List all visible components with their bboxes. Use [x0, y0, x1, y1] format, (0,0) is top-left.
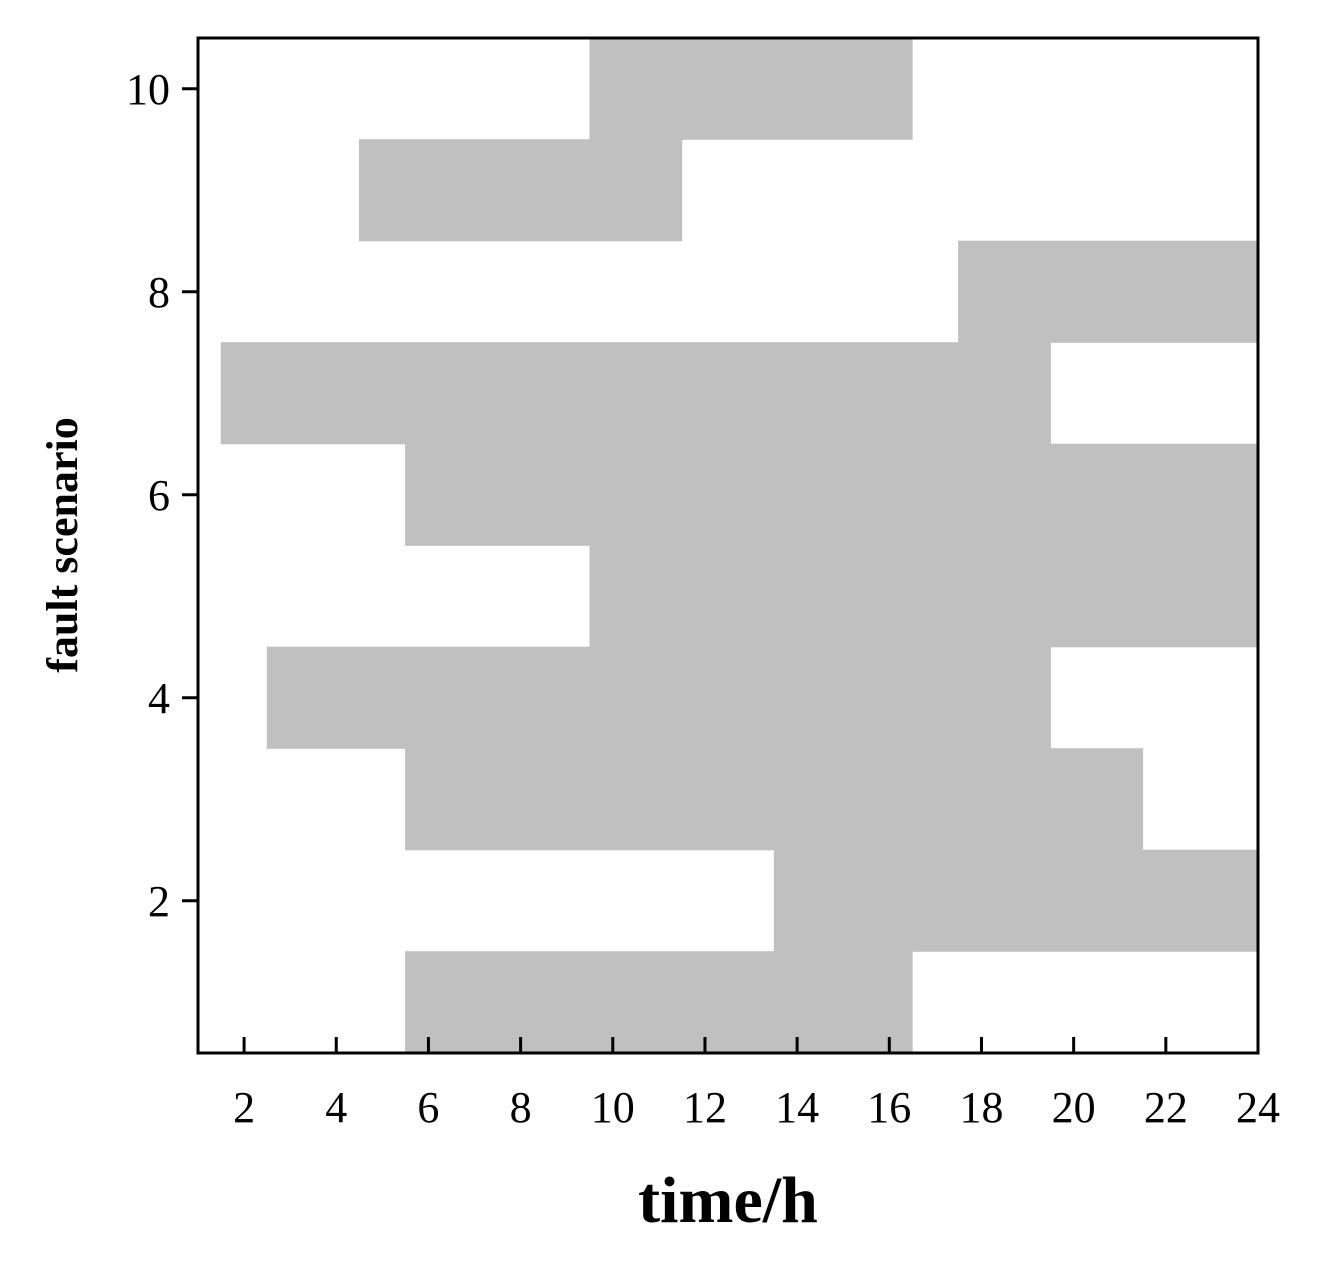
x-tick-label: 2 [233, 1083, 255, 1132]
y-tick-label: 4 [148, 674, 170, 723]
y-tick-label: 2 [148, 877, 170, 926]
x-tick-label: 10 [591, 1083, 635, 1132]
active-cell-scenario-8 [958, 240, 1259, 343]
x-tick-label: 6 [417, 1083, 439, 1132]
x-tick-label: 20 [1052, 1083, 1096, 1132]
active-cell-scenario-5 [589, 545, 1259, 648]
x-tick-label: 18 [959, 1083, 1003, 1132]
active-cell-scenario-7 [220, 342, 1051, 445]
active-cell-scenario-1 [405, 951, 913, 1054]
plot-frame [196, 36, 1260, 1055]
active-cell-scenario-3 [405, 748, 1144, 851]
y-axis-ticks: 2 4 6 8 10 [126, 65, 198, 926]
x-tick-label: 14 [775, 1083, 819, 1132]
active-cell-scenario-4 [266, 646, 1051, 749]
x-tick-label: 16 [867, 1083, 911, 1132]
y-tick-label: 10 [126, 65, 170, 114]
x-axis-ticks: 2 4 6 8 10 12 14 16 18 20 22 24 [233, 1037, 1280, 1132]
y-tick-label: 8 [148, 268, 170, 317]
active-cell-scenario-10 [589, 37, 913, 140]
x-tick-label: 4 [325, 1083, 347, 1132]
active-cell-scenario-9 [359, 139, 683, 242]
x-axis-title: time/h [638, 1164, 818, 1237]
x-tick-label: 24 [1236, 1083, 1280, 1132]
active-cell-scenario-2 [773, 849, 1259, 952]
x-tick-label: 12 [683, 1083, 727, 1132]
x-tick-label: 22 [1144, 1083, 1188, 1132]
active-cell-scenario-6 [405, 443, 1259, 546]
y-axis-title: fault scenario [38, 417, 87, 672]
active-cells [220, 37, 1259, 1054]
y-tick-label: 6 [148, 471, 170, 520]
x-tick-label: 8 [510, 1083, 532, 1132]
